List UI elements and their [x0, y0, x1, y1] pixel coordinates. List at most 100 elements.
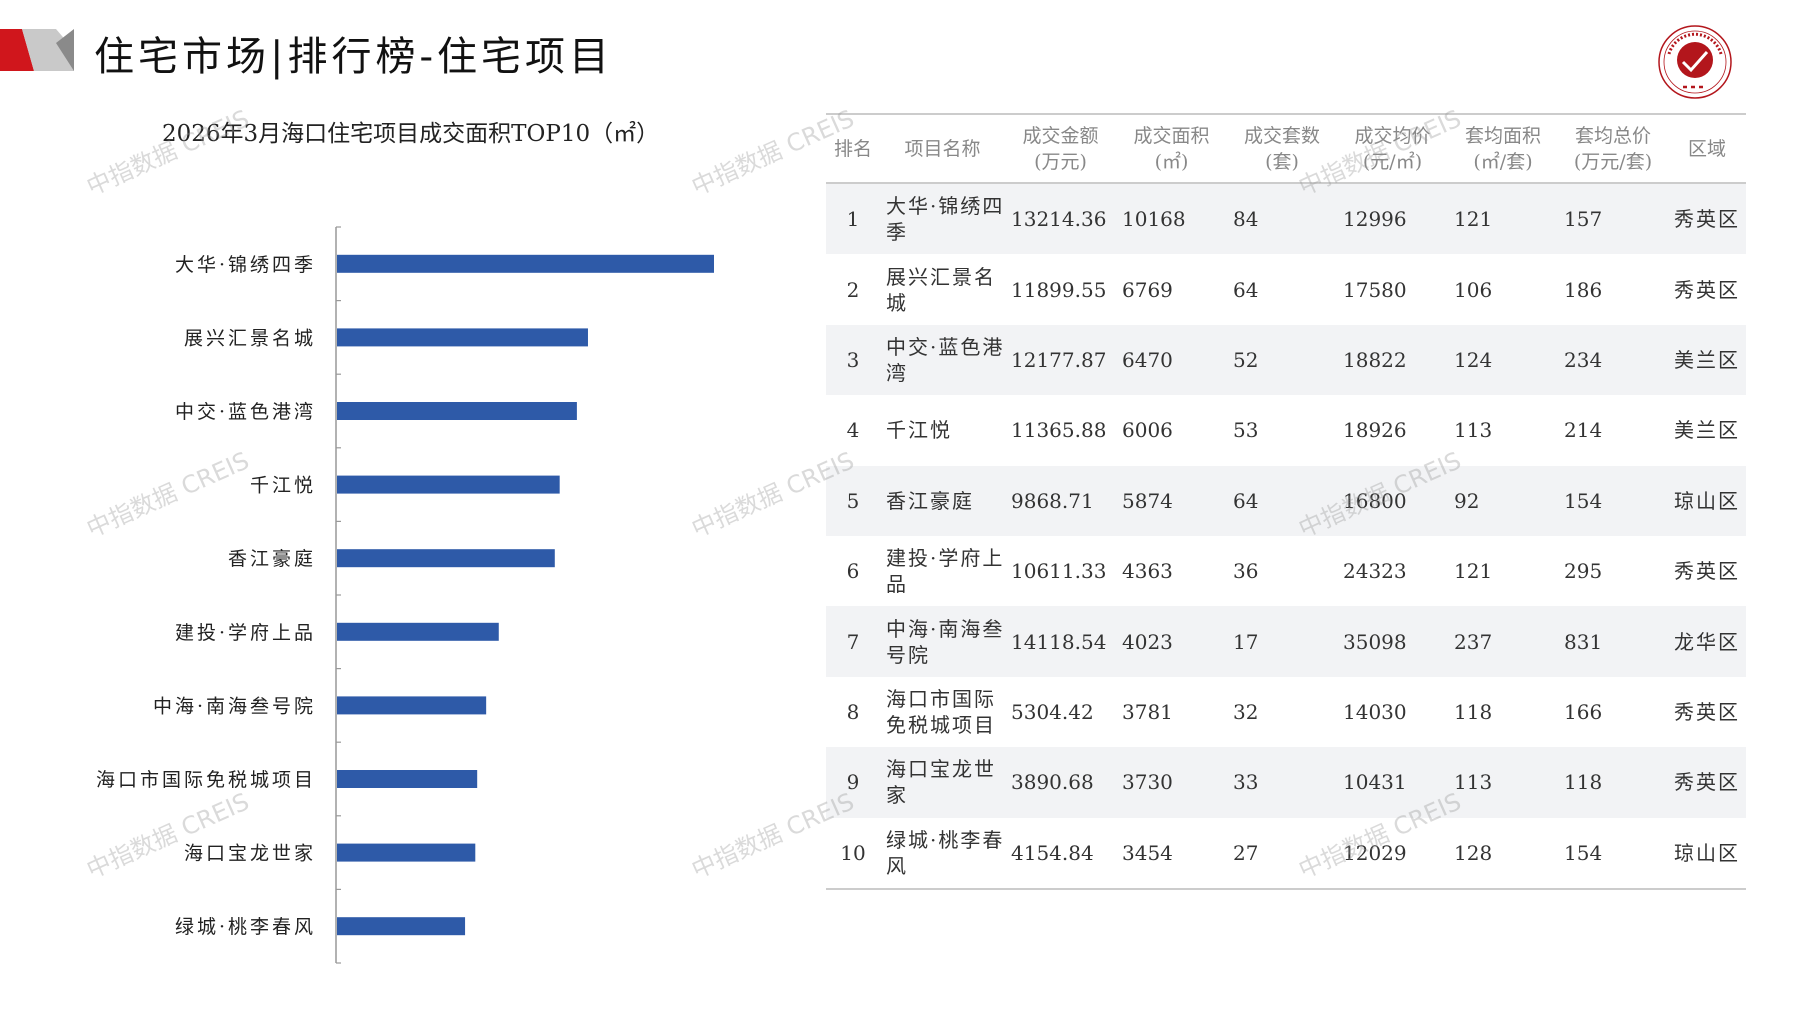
- cell-rank: 9: [826, 747, 880, 818]
- table-row: 9 海口宝龙世家 3890.68 3730 33 10431 113 118 秀英区: [826, 747, 1746, 818]
- category-label: 中交·蓝色港湾: [175, 401, 316, 423]
- header-text: 成交套数: [1243, 124, 1320, 147]
- bar: [337, 402, 577, 420]
- cell-avg-total: 157: [1558, 183, 1668, 255]
- chart-title: 2026年3月海口住宅项目成交面积TOP10（㎡）: [162, 121, 660, 147]
- header-text: 排名: [833, 137, 872, 160]
- category-label: 绿城·桃李春风: [175, 916, 316, 938]
- cell-avg-price: 12029: [1337, 817, 1448, 890]
- ranking-table: 排名 项目名称 成交金额 (万元) 成交面积 (㎡) 成交套数 (套) 成交均价 (元/㎡) 套均面…: [826, 113, 1746, 890]
- bar: [337, 770, 478, 788]
- cell-project-name: 大华·锦绣四季: [880, 183, 1005, 255]
- cell-project-name: 中海·南海叁号院: [880, 606, 1005, 677]
- cell-avg-area: 121: [1454, 559, 1493, 584]
- header-decoration: [0, 29, 74, 71]
- cell-area: 4023: [1116, 606, 1227, 677]
- table-row: 8 海口市国际免税城项目 5304.42 3781 32 14030 118 166 秀英区: [826, 677, 1746, 747]
- cell-amount: 11899.55: [1011, 277, 1107, 302]
- cell-avg-area: 121: [1448, 183, 1558, 255]
- cell-rank: 6: [846, 559, 860, 584]
- cell-district: 秀英区: [1674, 277, 1740, 302]
- table-row: 3 中交·蓝色港湾 12177.87 6470 52 18822 124 234 美兰区: [826, 324, 1746, 396]
- cell-area: 10168: [1116, 183, 1227, 255]
- cell-avg-price: 16800: [1337, 465, 1448, 536]
- cell-area: 5874: [1116, 465, 1227, 536]
- bar: [337, 328, 588, 347]
- cell-rank: 3: [826, 324, 880, 396]
- column-header-project-name: 项目名称: [880, 113, 1005, 184]
- cell-avg-area: 128: [1448, 817, 1558, 890]
- cell-area: 6470: [1116, 324, 1227, 396]
- bar: [337, 475, 560, 494]
- cell-district: 秀英区: [1668, 183, 1746, 255]
- table-header-row: 排名 项目名称 成交金额 (万元) 成交面积 (㎡) 成交套数 (套) 成交均价 (元/㎡) 套均面…: [826, 113, 1746, 184]
- cell-avg-price: 35098: [1337, 606, 1448, 677]
- cell-area: 4363: [1122, 559, 1173, 584]
- cell-units: 32: [1233, 699, 1259, 724]
- cell-units: 17: [1227, 606, 1337, 677]
- column-header-district: 区域: [1668, 113, 1746, 184]
- cell-rank: 1: [826, 183, 880, 255]
- cell-avg-total: 295: [1564, 559, 1603, 584]
- cell-amount: 11365.88: [1011, 418, 1107, 443]
- cell-units: 33: [1227, 747, 1337, 818]
- cell-avg-total: 214: [1564, 418, 1603, 443]
- cell-amount: 14118.54: [1005, 606, 1116, 677]
- cell-amount: 9868.71: [1005, 465, 1116, 536]
- header-text: (㎡): [1154, 150, 1189, 173]
- column-header-area: 成交面积 (㎡): [1116, 113, 1227, 184]
- cell-avg-area: 113: [1454, 418, 1493, 443]
- header-text: (套): [1265, 150, 1299, 173]
- category-label: 千江悦: [250, 475, 316, 497]
- column-header-units: 成交套数 (套): [1227, 113, 1337, 184]
- bar-chart: 大华·锦绣四季展兴汇景名城中交·蓝色港湾千江悦香江豪庭建投·学府上品中海·南海叁…: [96, 226, 714, 964]
- cell-district: 琼山区: [1668, 817, 1746, 890]
- bar: [337, 917, 466, 936]
- cell-amount: 13214.36: [1005, 183, 1116, 255]
- cell-avg-area: 113: [1448, 747, 1558, 818]
- header-text: (㎡/套): [1473, 150, 1533, 173]
- cell-avg-area: 118: [1454, 699, 1493, 724]
- header-text: 成交均价: [1354, 124, 1431, 147]
- cell-area: 3730: [1116, 747, 1227, 818]
- table-row: 10 绿城·桃李春风 4154.84 3454 27 12029 128 154 琼山区: [826, 817, 1746, 890]
- cell-avg-total: 154: [1558, 817, 1668, 890]
- cell-avg-total: 166: [1564, 699, 1603, 724]
- cell-district: 秀英区: [1674, 559, 1740, 584]
- cell-project-name: 海口市国际免税城项目: [886, 686, 996, 737]
- header-text: 成交金额: [1022, 124, 1099, 147]
- header-text: (元/㎡): [1362, 150, 1423, 173]
- bar: [337, 843, 476, 862]
- bar: [337, 696, 487, 715]
- header-text: 项目名称: [904, 137, 981, 160]
- cell-amount: 10611.33: [1011, 559, 1107, 584]
- cell-units: 84: [1227, 183, 1337, 255]
- table-row: 4 千江悦 11365.88 6006 53 18926 113 214 美兰区: [826, 395, 1746, 465]
- category-label: 海口市国际免税城项目: [96, 769, 316, 791]
- cell-avg-area: 124: [1448, 324, 1558, 396]
- table-row: 2 展兴汇景名城 11899.55 6769 64 17580 106 186 秀英区: [826, 254, 1746, 324]
- cell-avg-total: 154: [1558, 465, 1668, 536]
- cell-area: 3454: [1116, 817, 1227, 890]
- cell-project-name: 中交·蓝色港湾: [880, 324, 1005, 396]
- cell-avg-area: 237: [1448, 606, 1558, 677]
- bar: [337, 549, 555, 568]
- cell-area: 6769: [1122, 277, 1173, 302]
- cell-avg-total: 118: [1558, 747, 1668, 818]
- cell-amount: 3890.68: [1005, 747, 1116, 818]
- cell-avg-total: 186: [1564, 277, 1603, 302]
- category-label: 海口宝龙世家: [184, 843, 316, 865]
- cell-project-name: 绿城·桃李春风: [880, 817, 1005, 890]
- cell-avg-price: 18926: [1343, 418, 1407, 443]
- cell-project-name: 建投·学府上品: [886, 546, 1005, 597]
- cell-amount: 4154.84: [1005, 817, 1116, 890]
- cell-district: 秀英区: [1668, 747, 1746, 818]
- table-row: 1 大华·锦绣四季 13214.36 10168 84 12996 121 157 秀英区: [826, 183, 1746, 255]
- table-row: 5 香江豪庭 9868.71 5874 64 16800 92 154 琼山区: [826, 465, 1746, 536]
- column-header-amount: 成交金额 (万元): [1005, 113, 1116, 184]
- cell-project-name: 展兴汇景名城: [886, 264, 996, 315]
- cell-units: 27: [1227, 817, 1337, 890]
- cell-avg-total: 234: [1558, 324, 1668, 396]
- cell-avg-price: 10431: [1337, 747, 1448, 818]
- china-index-academy-logo: [1658, 25, 1732, 99]
